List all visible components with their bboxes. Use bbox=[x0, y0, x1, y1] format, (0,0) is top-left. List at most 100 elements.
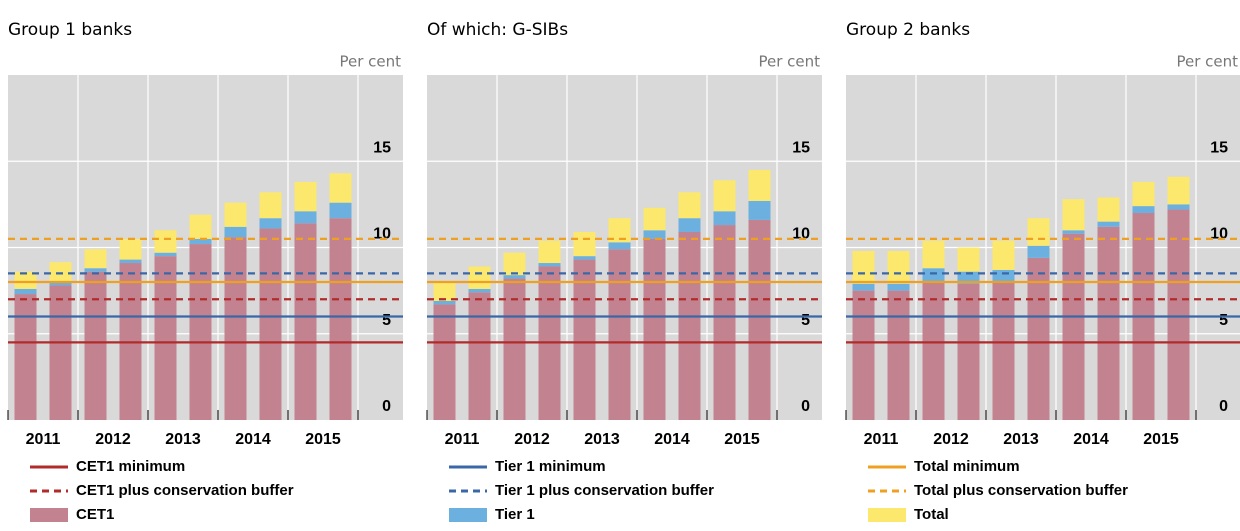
legend-label: Tier 1 bbox=[495, 506, 535, 523]
bar-segment bbox=[329, 202, 352, 219]
y-tick-label: 0 bbox=[382, 398, 391, 415]
y-tick-label: 15 bbox=[792, 139, 810, 156]
y-tick-label: 5 bbox=[801, 312, 810, 329]
bar-segment bbox=[573, 259, 596, 420]
bar-segment bbox=[189, 238, 212, 245]
bar-segment bbox=[84, 249, 107, 269]
unit-label: Per cent bbox=[1176, 53, 1238, 71]
bar-segment bbox=[189, 244, 212, 420]
legend-label: Total minimum bbox=[914, 458, 1020, 475]
legend-label: Total bbox=[914, 506, 949, 523]
bar-segment bbox=[713, 225, 736, 420]
bar-segment bbox=[329, 218, 352, 420]
bar-segment bbox=[259, 192, 282, 219]
bar-segment bbox=[49, 285, 72, 420]
bar-segment bbox=[49, 282, 72, 286]
y-tick-label: 5 bbox=[1219, 312, 1228, 329]
bar-segment bbox=[643, 230, 666, 239]
x-tick-label: 2014 bbox=[1073, 431, 1109, 448]
x-tick-label: 2011 bbox=[445, 431, 480, 448]
bar-segment bbox=[1062, 233, 1085, 420]
bar-segment bbox=[992, 240, 1015, 270]
bar-segment bbox=[189, 214, 212, 239]
x-tick-label: 2012 bbox=[95, 431, 131, 448]
x-tick-label: 2013 bbox=[1003, 431, 1039, 448]
bar-segment bbox=[748, 200, 771, 220]
bar-segment bbox=[573, 256, 596, 260]
y-tick-label: 0 bbox=[1219, 398, 1228, 415]
legend-label: Tier 1 plus conservation buffer bbox=[495, 482, 714, 499]
bar-segment bbox=[887, 283, 910, 291]
bar-segment bbox=[154, 252, 177, 257]
bar-segment bbox=[992, 282, 1015, 420]
bar-segment bbox=[573, 231, 596, 257]
legend-swatch bbox=[449, 508, 487, 522]
x-tick-label: 2011 bbox=[26, 431, 61, 448]
bar-segment bbox=[468, 292, 491, 420]
bar-segment bbox=[1097, 226, 1120, 420]
bar-segment bbox=[922, 240, 945, 269]
bar-segment bbox=[224, 237, 247, 420]
bar-segment bbox=[852, 283, 875, 291]
bar-segment bbox=[119, 259, 142, 264]
bar-segment bbox=[433, 304, 456, 420]
bar-segment bbox=[1062, 199, 1085, 231]
panel-title: Group 1 banks bbox=[8, 20, 132, 40]
bar-segment bbox=[678, 218, 701, 232]
legend-label: CET1 bbox=[76, 506, 114, 523]
y-tick-label: 0 bbox=[801, 398, 810, 415]
legend-label: CET1 minimum bbox=[76, 458, 185, 475]
bar-segment bbox=[1097, 221, 1120, 227]
bar-segment bbox=[14, 271, 37, 289]
x-tick-label: 2012 bbox=[933, 431, 969, 448]
x-tick-label: 2013 bbox=[584, 431, 620, 448]
y-tick-label: 15 bbox=[373, 139, 391, 156]
bar-segment bbox=[1132, 181, 1155, 207]
unit-label: Per cent bbox=[339, 53, 401, 71]
bar-segment bbox=[1167, 204, 1190, 210]
bar-segment bbox=[503, 278, 526, 420]
bar-segment bbox=[713, 211, 736, 226]
bar-segment bbox=[84, 268, 107, 272]
x-tick-label: 2014 bbox=[235, 431, 271, 448]
bar-segment bbox=[1027, 245, 1050, 258]
bar-segment bbox=[608, 249, 631, 420]
x-tick-label: 2012 bbox=[514, 431, 550, 448]
x-tick-label: 2015 bbox=[305, 431, 341, 448]
bar-segment bbox=[957, 271, 980, 284]
y-tick-label: 10 bbox=[1210, 226, 1228, 243]
bar-segment bbox=[922, 282, 945, 420]
x-tick-label: 2014 bbox=[654, 431, 690, 448]
bar-segment bbox=[748, 169, 771, 201]
bar-segment bbox=[14, 288, 37, 295]
bar-segment bbox=[643, 207, 666, 231]
bar-segment bbox=[1062, 230, 1085, 234]
bar-segment bbox=[1027, 218, 1050, 246]
x-tick-label: 2013 bbox=[165, 431, 201, 448]
bar-segment bbox=[678, 192, 701, 219]
bar-segment bbox=[433, 282, 456, 301]
bar-segment bbox=[852, 290, 875, 420]
legend-swatch bbox=[868, 508, 906, 522]
x-tick-label: 2015 bbox=[724, 431, 760, 448]
bar-segment bbox=[224, 226, 247, 238]
bar-segment bbox=[1167, 209, 1190, 420]
bar-segment bbox=[503, 275, 526, 279]
bar-segment bbox=[992, 269, 1015, 282]
y-tick-label: 15 bbox=[1210, 139, 1228, 156]
bar-segment bbox=[329, 173, 352, 203]
bar-segment bbox=[713, 180, 736, 212]
legend-label: Total plus conservation buffer bbox=[914, 482, 1128, 499]
y-tick-label: 10 bbox=[792, 226, 810, 243]
bar-segment bbox=[852, 250, 875, 284]
legend-label: Tier 1 minimum bbox=[495, 458, 606, 475]
bar-segment bbox=[468, 266, 491, 289]
bar-segment bbox=[119, 238, 142, 260]
bar-segment bbox=[1167, 176, 1190, 205]
bar-segment bbox=[608, 242, 631, 250]
bar-segment bbox=[259, 218, 282, 229]
y-tick-label: 5 bbox=[382, 312, 391, 329]
x-tick-label: 2011 bbox=[864, 431, 899, 448]
bar-segment bbox=[294, 223, 317, 420]
